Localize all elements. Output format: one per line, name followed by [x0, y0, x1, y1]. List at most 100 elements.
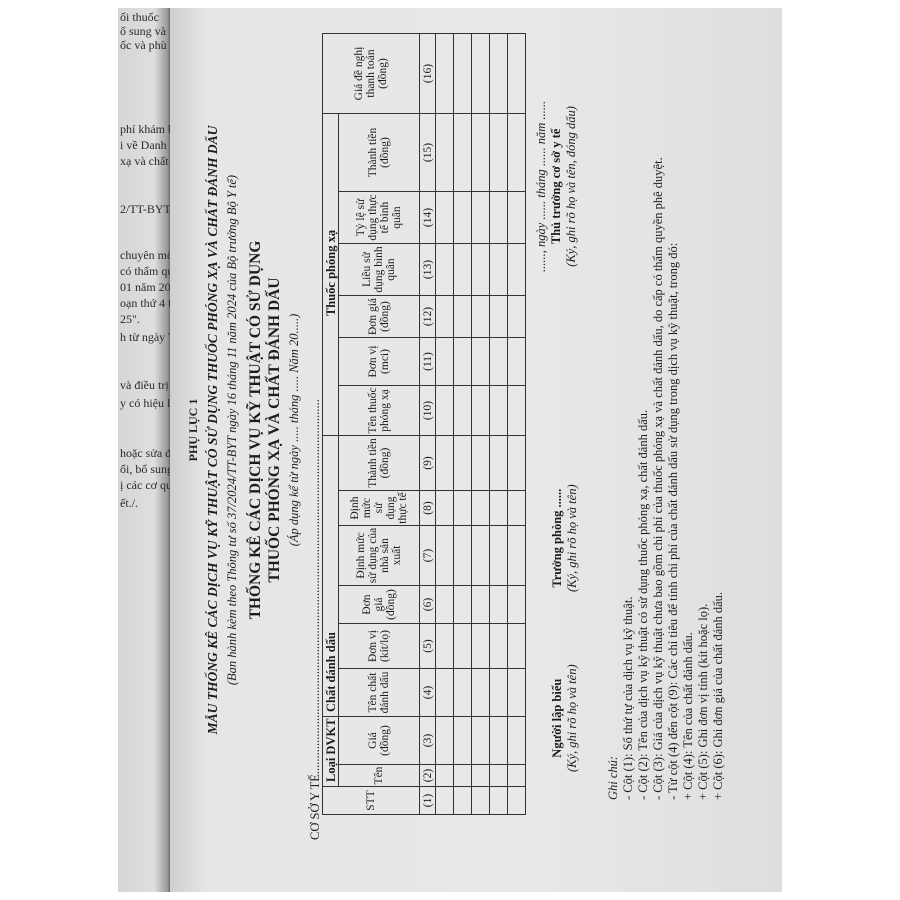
- head-facility-title: Thủ trưởng cơ sở y tế: [549, 128, 563, 245]
- document-title: MẪU THỐNG KÊ CÁC DỊCH VỤ KỸ THUẬT CÓ SỬ …: [205, 125, 220, 735]
- adjacent-page-line: ối thuốc: [120, 10, 159, 24]
- table-cell: [471, 716, 490, 765]
- table-cell: [435, 716, 454, 765]
- table-cell: [435, 435, 454, 491]
- table-cell: [453, 490, 472, 526]
- table-cell: [471, 585, 490, 624]
- group-drug: Thuốc phóng xạ: [322, 113, 339, 436]
- form-title-line-2: THUỐC PHÓNG XẠ VÀ CHẤT ĐÁNH DẤU: [266, 277, 283, 583]
- table-cell: [435, 786, 454, 815]
- table-cell: [507, 385, 526, 436]
- table-cell: [489, 623, 508, 669]
- head-dept-signature: Trưởng phòng ...... (Ký, ghi rõ họ và tê…: [550, 484, 580, 592]
- note-item: + Cột (4): Tên của chất đánh dấu.: [681, 632, 695, 800]
- table-cell: [471, 435, 490, 491]
- preparer-signature: Người lập biểu (Ký, ghi rõ họ và tên): [550, 664, 580, 772]
- form-title-line-1: THỐNG KÊ CÁC DỊCH VỤ KỸ THUẬT CÓ SỬ DỤNG: [247, 240, 264, 620]
- table-cell: [435, 623, 454, 669]
- note-item: - Cột (2): Tên của dịch vụ kỹ thuật có s…: [636, 409, 650, 800]
- table-cell: [507, 764, 526, 787]
- table-cell: [471, 385, 490, 436]
- table-cell: [507, 490, 526, 526]
- table-cell: [471, 490, 490, 526]
- column-header: Giá (đồng): [338, 716, 420, 765]
- table-cell: [489, 716, 508, 765]
- table-row: [489, 33, 508, 815]
- table-cell: [471, 113, 490, 192]
- adjacent-page-line: ết./.: [120, 496, 138, 510]
- table-cell: [453, 33, 472, 114]
- adjacent-page-line: ổ sung và: [120, 24, 166, 38]
- table-cell: [507, 585, 526, 624]
- table-cell: [453, 191, 472, 244]
- column-header: Định mức sử dụng thực tế: [338, 490, 420, 526]
- table-cell: [435, 585, 454, 624]
- adjacent-page-line: và điều trị trước: [120, 378, 170, 392]
- table-cell: [453, 623, 472, 669]
- table-cell: [507, 113, 526, 192]
- adjacent-page-line: chuyên môn: [120, 248, 170, 262]
- adjacent-page-line: 2/TT-BYT: [120, 202, 170, 216]
- header-stt: STT: [322, 786, 420, 815]
- adjacent-page-line: ốc và phù: [120, 38, 167, 52]
- adjacent-page-line: i về Danh mục: [120, 138, 170, 152]
- note-item: - Cột (1): Số thứ tự của dịch vụ kỹ thuậ…: [621, 596, 635, 800]
- table-cell: [489, 764, 508, 787]
- column-header: Tên thuốc phóng xạ: [338, 385, 420, 436]
- table-cell: [453, 243, 472, 296]
- header-proposed-price: Giá đề nghị thanh toán (đồng): [322, 33, 420, 114]
- column-header: Thành tiền (đồng): [338, 113, 420, 192]
- table-cell: [435, 385, 454, 436]
- table-cell: [507, 295, 526, 338]
- statistics-table: STT Loại DVKT Chất đánh dấu Thuốc phóng …: [322, 33, 526, 815]
- column-number: (7): [419, 525, 436, 586]
- note-item: - Từ cột (4) đến cột (9): Các chỉ tiêu đ…: [666, 242, 680, 800]
- note-item: - Cột (3): Giá của dịch vụ kỹ thuật chưa…: [651, 157, 665, 800]
- column-number: (4): [419, 668, 436, 717]
- table-cell: [489, 191, 508, 244]
- table-cell: [489, 295, 508, 338]
- notes-heading: Ghi chú:: [606, 755, 620, 800]
- table-cell: [435, 113, 454, 192]
- column-header: Định mức sử dụng của nhà sản xuất: [338, 525, 420, 586]
- table-cell: [507, 191, 526, 244]
- column-header: Đơn vị (mci): [338, 337, 420, 386]
- column-number: (2): [419, 764, 436, 787]
- facility-line: CƠ SỞ Y TẾ..............................…: [308, 399, 322, 840]
- rotated-content: PHỤ LỤC 1 MẪU THỐNG KÊ CÁC DỊCH VỤ KỸ TH…: [170, 8, 782, 892]
- table-cell: [471, 764, 490, 787]
- appendix-label: PHỤ LỤC 1: [186, 398, 200, 462]
- preparer-title: Người lập biểu: [550, 678, 564, 758]
- column-number: (14): [419, 191, 436, 244]
- table-cell: [489, 243, 508, 296]
- table-cell: [453, 668, 472, 717]
- table-row: [507, 33, 526, 815]
- column-number: (3): [419, 716, 436, 765]
- adjacent-page-line: ị các cơ quan,: [120, 478, 170, 492]
- period-note: (Áp dụng kể từ ngày ..... tháng ..... Nă…: [287, 313, 301, 547]
- adjacent-page-line: có thẩm quyền: [120, 264, 170, 278]
- adjacent-page-line: y có hiệu lực: [120, 396, 170, 410]
- table-cell: [435, 668, 454, 717]
- table-row: [471, 33, 490, 815]
- issued-note: (Ban hành kèm theo Thông tư số 37/2024/T…: [225, 174, 239, 686]
- table-cell: [435, 191, 454, 244]
- table-cell: [453, 764, 472, 787]
- adjacent-page-line: phí khám bệnh: [120, 122, 170, 136]
- table-cell: [471, 191, 490, 244]
- column-number: (16): [419, 33, 436, 114]
- table-cell: [471, 243, 490, 296]
- table-cell: [507, 716, 526, 765]
- table-cell: [435, 295, 454, 338]
- table-cell: [507, 243, 526, 296]
- table-cell: [435, 764, 454, 787]
- table-cell: [453, 435, 472, 491]
- head-facility-signature: ......, ngày ...... tháng ...... năm ...…: [534, 101, 579, 272]
- table-cell: [507, 435, 526, 491]
- table-cell: [489, 33, 508, 114]
- column-number: (11): [419, 337, 436, 386]
- note-item: + Cột (6): Ghi đơn giá của chất đánh dấu…: [711, 591, 725, 800]
- table-cell: [435, 243, 454, 296]
- table-cell: [471, 337, 490, 386]
